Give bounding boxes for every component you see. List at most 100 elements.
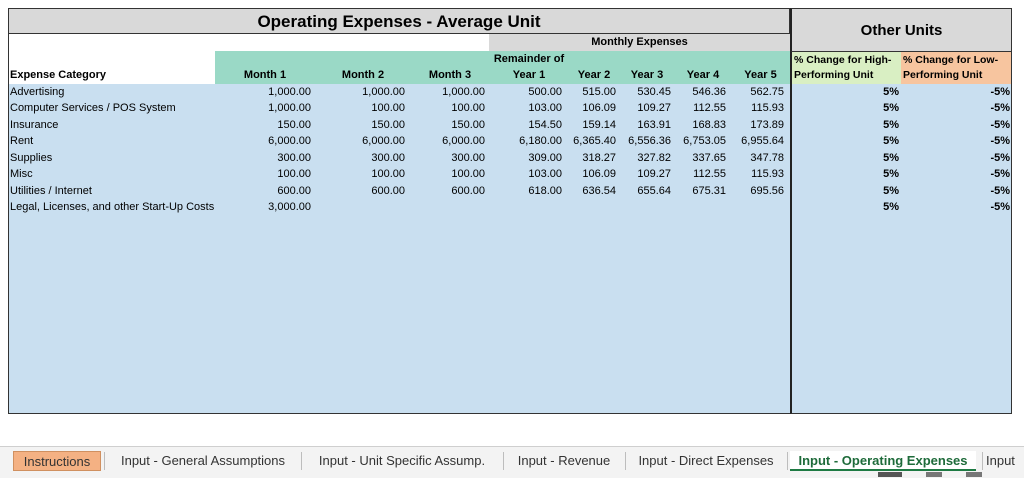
cell-year-4[interactable]: 337.65 (692, 152, 726, 164)
cell-year-1[interactable]: 103.00 (528, 102, 562, 114)
cell-low-change[interactable]: -5% (990, 119, 1010, 131)
cell-month-3[interactable]: 1,000.00 (442, 86, 485, 98)
cell-low-change[interactable]: -5% (990, 168, 1010, 180)
cell-year-5[interactable]: 115.93 (751, 102, 784, 114)
cell-month-2[interactable]: 300.00 (371, 152, 405, 164)
cell-high-change[interactable]: 5% (883, 119, 899, 131)
col-header-year-3[interactable]: Year 3 (630, 69, 664, 81)
cell-year-1[interactable]: 618.00 (528, 185, 562, 197)
cell-high-change[interactable]: 5% (883, 185, 899, 197)
high-performing-header[interactable]: % Change for High- Performing Unit (790, 52, 901, 84)
cell-month-2[interactable]: 6,000.00 (362, 135, 405, 147)
tab-general-assumptions[interactable]: Input - General Assumptions (120, 453, 286, 468)
cell-year-2[interactable]: 159.14 (582, 119, 616, 131)
cell-high-change[interactable]: 5% (883, 168, 899, 180)
view-page-layout-icon[interactable] (926, 472, 942, 477)
col-header-year-1[interactable]: Year 1 (512, 69, 546, 81)
sheet-title[interactable]: Operating Expenses - Average Unit (8, 8, 790, 34)
remainder-of-label[interactable]: Remainder of (493, 53, 565, 65)
cell-year-1[interactable]: 6,180.00 (519, 135, 562, 147)
row-category[interactable]: Computer Services / POS System (10, 102, 176, 114)
cell-month-2[interactable]: 100.00 (371, 168, 405, 180)
row-category[interactable]: Rent (10, 135, 34, 147)
row-category[interactable]: Legal, Licenses, and other Start-Up Cost… (10, 201, 215, 213)
cell-month-2[interactable]: 100.00 (371, 102, 405, 114)
cell-high-change[interactable]: 5% (883, 135, 899, 147)
cell-year-4[interactable]: 675.31 (692, 185, 726, 197)
other-units-title[interactable]: Other Units (790, 8, 1012, 52)
cell-month-3[interactable]: 6,000.00 (442, 135, 485, 147)
tab-revenue[interactable]: Input - Revenue (517, 453, 611, 468)
cell-year-1[interactable]: 309.00 (528, 152, 562, 164)
cell-month-1[interactable]: 3,000.00 (268, 201, 311, 213)
row-category[interactable]: Misc (10, 168, 33, 180)
cell-year-2[interactable]: 636.54 (582, 185, 616, 197)
cell-year-3[interactable]: 530.45 (637, 86, 671, 98)
tab-input-truncated[interactable]: Input (986, 453, 1015, 468)
cell-month-3[interactable]: 100.00 (451, 102, 485, 114)
cell-high-change[interactable]: 5% (883, 86, 899, 98)
cell-month-1[interactable]: 600.00 (277, 185, 311, 197)
cell-month-1[interactable]: 150.00 (277, 119, 311, 131)
low-performing-header[interactable]: % Change for Low- Performing Unit (901, 52, 1012, 84)
cell-year-4[interactable]: 112.55 (693, 102, 726, 114)
col-header-month-3[interactable]: Month 3 (428, 69, 472, 81)
cell-month-3[interactable]: 150.00 (451, 119, 485, 131)
tab-operating-expenses[interactable]: Input - Operating Expenses (790, 451, 976, 471)
cell-high-change[interactable]: 5% (883, 102, 899, 114)
cell-year-5[interactable]: 115.93 (751, 168, 784, 180)
cell-year-3[interactable]: 327.82 (637, 152, 671, 164)
cell-low-change[interactable]: -5% (990, 135, 1010, 147)
cell-month-3[interactable]: 100.00 (451, 168, 485, 180)
cell-month-1[interactable]: 300.00 (277, 152, 311, 164)
cell-year-4[interactable]: 546.36 (692, 86, 726, 98)
col-header-year-4[interactable]: Year 4 (686, 69, 720, 81)
tab-direct-expenses[interactable]: Input - Direct Expenses (638, 453, 774, 468)
cell-year-3[interactable]: 6,556.36 (628, 135, 671, 147)
col-header-month-2[interactable]: Month 2 (341, 69, 385, 81)
cell-month-2[interactable]: 600.00 (371, 185, 405, 197)
cell-year-5[interactable]: 562.75 (750, 86, 784, 98)
cell-year-2[interactable]: 6,365.40 (573, 135, 616, 147)
cell-high-change[interactable]: 5% (883, 201, 899, 213)
tab-instructions[interactable]: Instructions (13, 451, 101, 471)
cell-year-3[interactable]: 655.64 (637, 185, 671, 197)
cell-month-1[interactable]: 1,000.00 (268, 102, 311, 114)
cell-year-2[interactable]: 318.27 (582, 152, 616, 164)
cell-low-change[interactable]: -5% (990, 102, 1010, 114)
cell-year-1[interactable]: 103.00 (528, 168, 562, 180)
row-category[interactable]: Insurance (10, 119, 59, 131)
cell-month-2[interactable]: 150.00 (371, 119, 405, 131)
col-header-year-5[interactable]: Year 5 (744, 69, 777, 81)
cell-low-change[interactable]: -5% (990, 152, 1010, 164)
cell-month-3[interactable]: 300.00 (451, 152, 485, 164)
cell-high-change[interactable]: 5% (883, 152, 899, 164)
row-category[interactable]: Advertising (10, 86, 65, 98)
cell-year-1[interactable]: 154.50 (528, 119, 562, 131)
cell-year-2[interactable]: 515.00 (582, 86, 616, 98)
cell-month-1[interactable]: 100.00 (277, 168, 311, 180)
cell-year-2[interactable]: 106.09 (582, 168, 616, 180)
expense-category-header[interactable]: Expense Category (10, 69, 106, 81)
cell-year-5[interactable]: 173.89 (750, 119, 784, 131)
row-category[interactable]: Supplies (10, 152, 53, 164)
tab-unit-specific-assumptions[interactable]: Input - Unit Specific Assump. (318, 453, 486, 468)
cell-low-change[interactable]: -5% (990, 185, 1010, 197)
cell-low-change[interactable]: -5% (990, 86, 1010, 98)
cell-year-3[interactable]: 109.27 (637, 168, 671, 180)
cell-month-1[interactable]: 6,000.00 (268, 135, 311, 147)
col-header-year-2[interactable]: Year 2 (577, 69, 611, 81)
col-header-month-1[interactable]: Month 1 (243, 69, 287, 81)
cell-month-1[interactable]: 1,000.00 (268, 86, 311, 98)
cell-year-4[interactable]: 168.83 (692, 119, 726, 131)
cell-year-1[interactable]: 500.00 (528, 86, 562, 98)
cell-month-3[interactable]: 600.00 (451, 185, 485, 197)
cell-year-4[interactable]: 6,753.05 (683, 135, 726, 147)
cell-year-2[interactable]: 106.09 (582, 102, 616, 114)
cell-year-5[interactable]: 695.56 (750, 185, 784, 197)
view-normal-icon[interactable] (878, 472, 902, 477)
cell-year-5[interactable]: 6,955.64 (741, 135, 784, 147)
cell-month-2[interactable]: 1,000.00 (362, 86, 405, 98)
cell-year-5[interactable]: 347.78 (750, 152, 784, 164)
row-category[interactable]: Utilities / Internet (10, 185, 92, 197)
